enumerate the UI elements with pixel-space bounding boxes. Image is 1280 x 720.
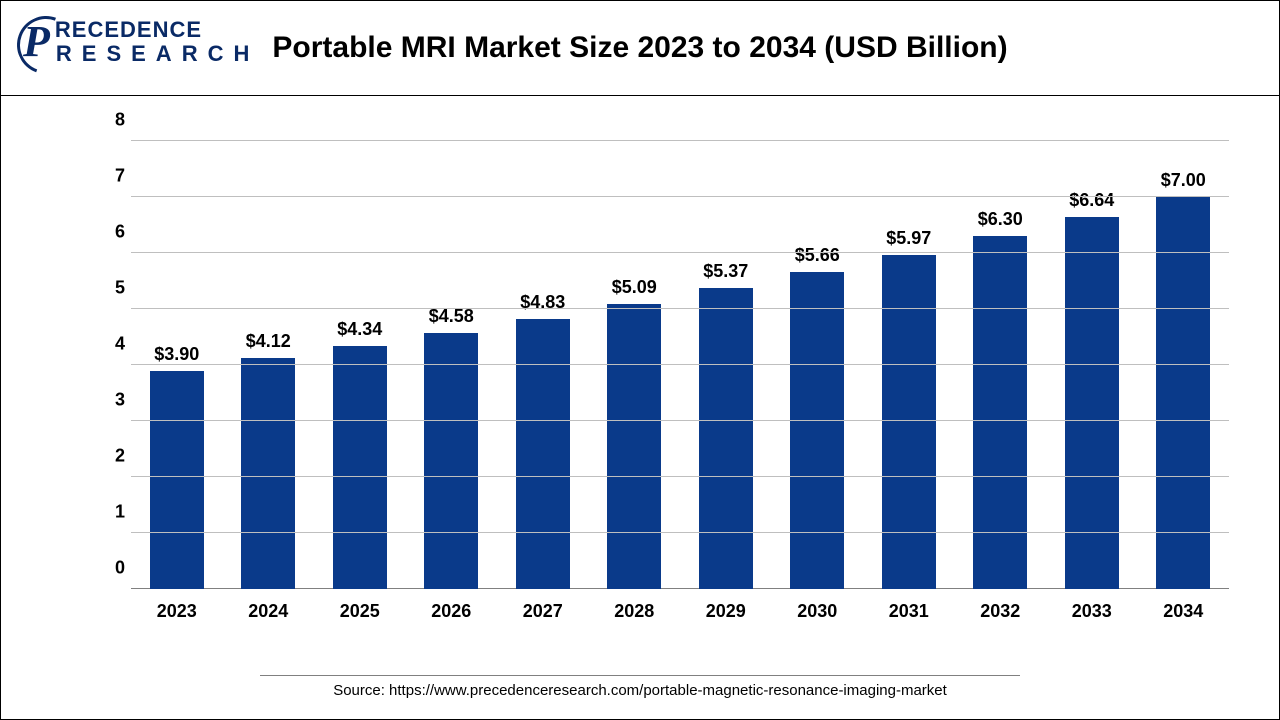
bar-value-label: $5.09: [612, 277, 657, 298]
bar: [333, 346, 387, 589]
x-tick-label: 2032: [980, 601, 1020, 622]
bar-value-label: $4.12: [246, 331, 291, 352]
brand-mark: P: [23, 20, 49, 64]
bar: [1065, 217, 1119, 589]
bar-value-label: $5.66: [795, 245, 840, 266]
gridline: [131, 532, 1229, 533]
bar-slot: $6.642033: [1046, 141, 1138, 589]
bar-slot: $4.342025: [314, 141, 406, 589]
bar-slot: $7.002034: [1138, 141, 1230, 589]
bar: [150, 371, 204, 589]
bar-value-label: $4.83: [520, 292, 565, 313]
gridline: [131, 308, 1229, 309]
gridline: [131, 420, 1229, 421]
bar-slot: $5.372029: [680, 141, 772, 589]
x-tick-label: 2031: [889, 601, 929, 622]
bar-value-label: $5.97: [886, 228, 931, 249]
source-text: Source: https://www.precedenceresearch.c…: [333, 682, 947, 699]
source-caption-block: Source: https://www.precedenceresearch.c…: [1, 675, 1279, 699]
source-divider: [260, 675, 1020, 676]
bar-slot: $4.832027: [497, 141, 589, 589]
bar: [882, 255, 936, 589]
bar-slot: $3.902023: [131, 141, 223, 589]
gridline: [131, 476, 1229, 477]
bar-slot: $4.582026: [406, 141, 498, 589]
x-tick-label: 2025: [340, 601, 380, 622]
bar-value-label: $3.90: [154, 344, 199, 365]
chart-card: P RECEDENCE RESEARCH Portable MRI Market…: [0, 0, 1280, 720]
header: P RECEDENCE RESEARCH Portable MRI Market…: [1, 1, 1279, 96]
x-tick-label: 2029: [706, 601, 746, 622]
bar-value-label: $6.30: [978, 209, 1023, 230]
bar: [699, 288, 753, 589]
bar-value-label: $4.34: [337, 319, 382, 340]
bar: [790, 272, 844, 589]
x-tick-label: 2028: [614, 601, 654, 622]
bar-slot: $6.302032: [955, 141, 1047, 589]
y-tick-label: 7: [99, 166, 125, 187]
x-tick-label: 2026: [431, 601, 471, 622]
bar: [1156, 197, 1210, 589]
y-tick-label: 8: [99, 110, 125, 131]
y-tick-label: 4: [99, 334, 125, 355]
x-tick-label: 2027: [523, 601, 563, 622]
y-tick-label: 2: [99, 446, 125, 467]
brand-wordmark: RECEDENCE RESEARCH: [55, 19, 259, 65]
x-tick-label: 2033: [1072, 601, 1112, 622]
y-tick-label: 3: [99, 390, 125, 411]
brand-logo: P RECEDENCE RESEARCH: [23, 19, 259, 65]
bar: [424, 333, 478, 589]
bar: [973, 236, 1027, 589]
bar-value-label: $7.00: [1161, 170, 1206, 191]
bar-value-label: $5.37: [703, 261, 748, 282]
bar: [516, 319, 570, 589]
y-tick-label: 1: [99, 502, 125, 523]
x-tick-label: 2024: [248, 601, 288, 622]
x-tick-label: 2034: [1163, 601, 1203, 622]
x-tick-label: 2030: [797, 601, 837, 622]
bars-container: $3.902023$4.122024$4.342025$4.582026$4.8…: [131, 141, 1229, 589]
x-tick-label: 2023: [157, 601, 197, 622]
bar-slot: $5.972031: [863, 141, 955, 589]
y-tick-label: 0: [99, 558, 125, 579]
gridline: [131, 196, 1229, 197]
gridline: [131, 364, 1229, 365]
brand-word-top: RECEDENCE: [55, 19, 259, 41]
bar-value-label: $6.64: [1069, 190, 1114, 211]
y-tick-label: 6: [99, 222, 125, 243]
chart-area: $3.902023$4.122024$4.342025$4.582026$4.8…: [91, 141, 1239, 639]
brand-word-bottom: RESEARCH: [55, 43, 259, 65]
plot-region: $3.902023$4.122024$4.342025$4.582026$4.8…: [131, 141, 1229, 589]
bar-slot: $5.092028: [589, 141, 681, 589]
gridline: [131, 252, 1229, 253]
y-tick-label: 5: [99, 278, 125, 299]
gridline: [131, 140, 1229, 141]
bar-slot: $5.662030: [772, 141, 864, 589]
bar-slot: $4.122024: [223, 141, 315, 589]
bar: [241, 358, 295, 589]
bar: [607, 304, 661, 589]
